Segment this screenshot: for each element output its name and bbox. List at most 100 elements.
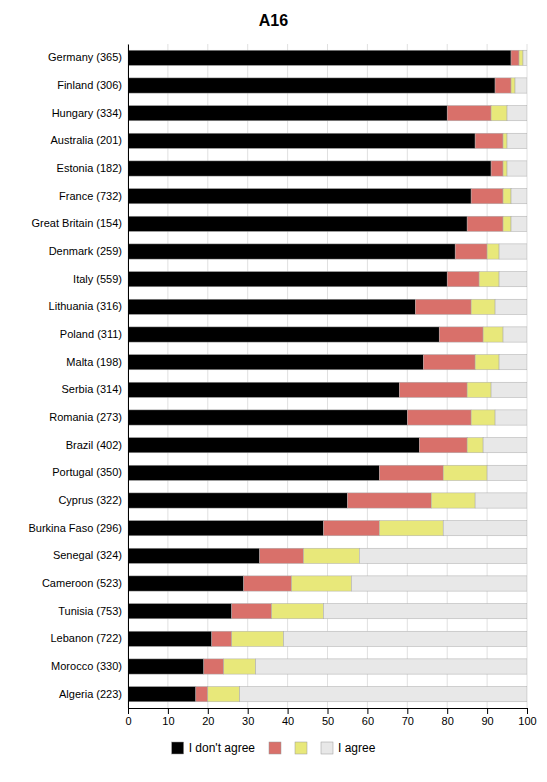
y-tick: Germany (365) (48, 51, 128, 63)
x-tick-mark (328, 708, 329, 714)
bar (399, 382, 467, 397)
y-tick-label: Hungary (334) (52, 107, 122, 119)
bar (232, 631, 284, 646)
bar (128, 438, 419, 453)
bar (196, 687, 208, 702)
legend-swatch (172, 742, 184, 754)
y-tick: Burkina Faso (296) (28, 522, 128, 534)
y-tick: Denmark (259) (49, 245, 128, 257)
y-axis: Germany (365) Finland (306) Hungary (334) A… (28, 45, 128, 709)
grid-line (128, 44, 129, 708)
y-tick: Cameroon (523) (42, 577, 128, 589)
bar (495, 299, 527, 314)
y-tick-label: Cyprus (322) (58, 494, 122, 506)
bar (128, 659, 204, 674)
bar (487, 244, 499, 259)
x-tick-label: 80 (442, 715, 454, 727)
x-tick-label: 60 (362, 715, 374, 727)
bar (244, 576, 292, 591)
bar (128, 244, 455, 259)
y-tick-label: Brazil (402) (66, 439, 122, 451)
bar (128, 133, 475, 148)
y-axis-line (128, 45, 129, 709)
bar (511, 216, 527, 231)
bar (128, 410, 407, 425)
x-tick: 100 (518, 708, 536, 727)
x-tick: 80 (442, 708, 454, 727)
y-tick-label: Morocco (330) (51, 660, 122, 672)
bar (499, 272, 527, 287)
bar (415, 299, 471, 314)
bar (511, 189, 527, 204)
bar (204, 659, 224, 674)
bar (379, 465, 443, 480)
bar (467, 216, 503, 231)
x-tick: 70 (402, 708, 414, 727)
y-tick: France (732) (59, 190, 128, 202)
bar (128, 216, 467, 231)
bar (324, 521, 380, 536)
bar (128, 521, 324, 536)
bar (479, 272, 499, 287)
legend: I don't agreeI agree (172, 741, 376, 755)
bar (475, 493, 527, 508)
bar (128, 327, 439, 342)
bar (128, 189, 471, 204)
y-tick-label: Finland (306) (57, 79, 122, 91)
bar (128, 106, 447, 121)
legend-item: I don't agree (172, 741, 256, 755)
bar (491, 382, 527, 397)
y-tick: Lebanon (722) (50, 632, 128, 644)
y-tick: Senegal (324) (53, 549, 128, 561)
legend-item (295, 742, 307, 754)
y-tick-label: Tunisia (753) (58, 605, 122, 617)
bar (491, 106, 507, 121)
x-tick: 20 (202, 708, 214, 727)
legend-label: I don't agree (189, 741, 256, 755)
x-tick-mark (248, 708, 249, 714)
x-tick: 10 (162, 708, 174, 727)
y-tick-label: Poland (311) (60, 328, 122, 340)
plot: 0102030405060708090100Germany (365)Finla… (28, 44, 536, 727)
bar (128, 493, 347, 508)
bar (483, 438, 527, 453)
bar (503, 161, 507, 176)
bar (208, 687, 240, 702)
bar (443, 521, 527, 536)
bars (128, 50, 527, 702)
y-tick-label: Algeria (223) (59, 688, 122, 700)
x-tick-mark (527, 708, 528, 714)
x-tick: 90 (481, 708, 493, 727)
y-tick: Lithuania (316) (49, 300, 128, 312)
bar (423, 355, 475, 370)
bar (467, 438, 483, 453)
bar (351, 576, 527, 591)
y-tick: Morocco (330) (51, 660, 128, 672)
legend-swatch (269, 742, 281, 754)
x-tick-label: 30 (242, 715, 254, 727)
y-tick: Tunisia (753) (58, 605, 128, 617)
bar (324, 604, 527, 619)
bar-series (240, 50, 527, 702)
bar (292, 576, 352, 591)
bar (511, 50, 519, 65)
bar (455, 244, 487, 259)
y-tick-label: Italy (559) (73, 273, 122, 285)
y-tick: Estonia (182) (57, 162, 128, 174)
y-tick-label: Serbia (314) (61, 383, 122, 395)
x-tick: 30 (242, 708, 254, 727)
x-tick-mark (367, 708, 368, 714)
x-tick-mark (128, 708, 129, 714)
bar (503, 189, 511, 204)
y-tick: Finland (306) (57, 79, 128, 91)
bar (128, 687, 196, 702)
legend-swatch (295, 742, 307, 754)
x-axis-line (129, 709, 528, 715)
bar (515, 78, 527, 93)
y-tick-label: Burkina Faso (296) (28, 522, 122, 534)
y-tick-label: Lithuania (316) (49, 300, 122, 312)
x-axis: 0102030405060708090100 (125, 708, 536, 727)
y-tick-label: Lebanon (722) (50, 632, 122, 644)
bar (419, 438, 467, 453)
x-tick-label: 50 (322, 715, 334, 727)
